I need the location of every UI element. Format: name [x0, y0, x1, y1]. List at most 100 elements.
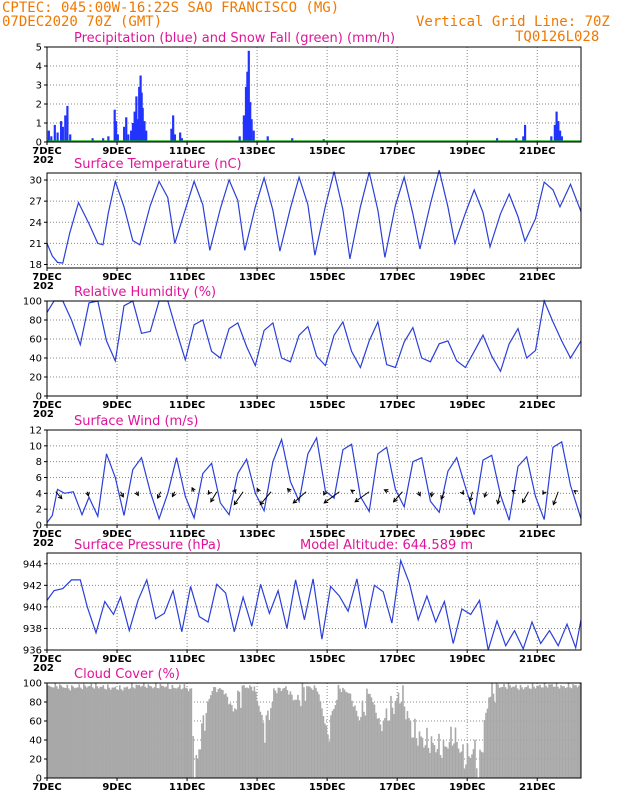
wind-vector-arrowhead — [468, 496, 474, 502]
cloud-cover-bar — [87, 686, 90, 778]
wind-vector-arrowhead — [259, 500, 265, 506]
cloud-cover-bar — [429, 752, 431, 778]
x-tick-label: 9DEC — [102, 654, 131, 665]
cloud-cover-bar — [207, 701, 209, 778]
cloud-cover-bar — [390, 695, 392, 778]
cloud-cover-bar — [211, 690, 214, 778]
cloud-cover-bar — [566, 687, 568, 778]
cloud-cover-bar — [564, 688, 567, 778]
cloud-cover-bar — [71, 685, 73, 778]
cloud-cover-bar — [102, 685, 105, 778]
precipitation-bar — [114, 121, 118, 142]
precipitation-bar — [558, 130, 562, 142]
cloud-cover-bar — [492, 693, 495, 778]
cloud-cover-bar — [498, 687, 501, 778]
precipitation-bar — [523, 124, 527, 142]
cloud-cover-bar — [173, 687, 175, 778]
x-tick-label: 15DEC — [309, 272, 345, 283]
wind-vector-arrowhead — [286, 487, 292, 493]
x-tick-label: 15DEC — [309, 654, 345, 665]
cloud-cover-bar — [89, 685, 91, 778]
cloud-cover-bar — [309, 686, 311, 778]
cloud-cover-bar — [327, 734, 329, 778]
cloud-cover-bar — [403, 706, 406, 778]
cloud-cover-bar — [83, 683, 85, 778]
cloud-cover-bar — [53, 687, 55, 778]
cloud-cover-bar — [268, 719, 271, 778]
cloud-cover-bar — [388, 720, 391, 778]
cloud-cover-bar — [280, 691, 283, 778]
cloud-cover-bar — [430, 736, 433, 778]
wind-vector-arrowhead — [323, 490, 328, 496]
cloud-cover-bar — [222, 689, 224, 778]
cloud-cover-bar — [364, 715, 367, 778]
x-tick-label: 21DEC — [519, 400, 555, 411]
cloud-cover-bar — [463, 768, 466, 778]
cloud-cover-bar — [358, 721, 361, 778]
cloud-cover-bar — [391, 707, 394, 778]
cloud-cover-bar — [96, 686, 99, 778]
cloud-cover-bar — [515, 684, 517, 778]
wind-vector-arrowhead — [207, 490, 213, 495]
cloud-cover-bar — [441, 757, 443, 778]
cloud-cover-bar — [414, 718, 416, 778]
cloud-cover-bar — [381, 731, 383, 778]
cloud-cover-bar — [524, 687, 526, 778]
cloud-cover-bar — [69, 690, 72, 778]
cloud-cover-bar — [107, 684, 109, 778]
cloud-cover-bar — [186, 688, 188, 778]
y-tick-label: 0 — [36, 774, 42, 785]
cloud-cover-bar — [363, 711, 365, 778]
wind-vector-arrowhead — [232, 488, 237, 494]
x-tick-label: 9DEC — [102, 529, 131, 540]
y-tick-label: 20 — [29, 755, 42, 766]
cloud-cover-bar — [51, 687, 54, 778]
cloud-cover-bar — [387, 720, 389, 778]
panel-6: Cloud Cover (%) 0 20 40 60 80 100 7DEC 9DEC 11DEC… — [23, 667, 582, 793]
cloud-cover-bar — [286, 690, 289, 778]
cloud-cover-bar — [312, 689, 314, 778]
x-tick-label: 19DEC — [449, 782, 485, 793]
cloud-cover-bar — [63, 687, 66, 778]
wind-vector-arrowhead — [392, 497, 398, 503]
precipitation-bar — [143, 121, 146, 142]
cloud-cover-bar — [259, 711, 262, 778]
wind-vector-arrowhead — [483, 492, 488, 498]
y-tick-label: 2 — [36, 100, 42, 111]
cloud-cover-bar — [355, 710, 358, 778]
cloud-cover-bar — [198, 749, 200, 778]
x-tick-label: 9DEC — [102, 272, 131, 283]
wind-vector-arrow — [522, 491, 529, 503]
cloud-cover-bar — [348, 693, 350, 778]
precipitation-bar — [66, 105, 69, 142]
cloud-cover-bar — [483, 720, 486, 778]
cloud-cover-bar — [150, 686, 153, 778]
cloud-cover-bar — [475, 768, 478, 778]
cloud-cover-bar — [354, 705, 356, 778]
cloud-cover-bar — [399, 703, 401, 778]
x-tick-label: 19DEC — [449, 400, 485, 411]
cloud-cover-bar — [60, 685, 63, 778]
cloud-cover-bar — [240, 707, 242, 778]
wind-vector-arrow — [354, 491, 370, 503]
cloud-cover-bar — [138, 684, 141, 778]
x-tick-label: 11DEC — [169, 529, 205, 540]
cloud-cover-bar — [501, 686, 504, 778]
cloud-cover-bar — [208, 698, 211, 778]
precipitation-bar — [252, 130, 255, 142]
x-tick-label: 15DEC — [309, 782, 345, 793]
wind-vector-arrowhead — [191, 486, 196, 492]
wind-vector-arrowhead — [57, 494, 63, 500]
y-tick-label: 24 — [29, 218, 42, 229]
cloud-cover-bar — [485, 712, 487, 778]
wind-vector-arrowhead — [459, 490, 465, 495]
precipitation-bar — [127, 134, 130, 142]
x-tick-label: 7DEC — [32, 782, 61, 793]
cloud-cover-bar — [249, 685, 251, 778]
wind-vector-arrow — [440, 491, 445, 500]
cloud-cover-bar — [423, 747, 425, 778]
cloud-cover-bar — [161, 685, 163, 778]
cloud-cover-bar — [540, 687, 543, 778]
cloud-cover-bar — [74, 688, 76, 778]
cloud-cover-bar — [292, 700, 295, 778]
